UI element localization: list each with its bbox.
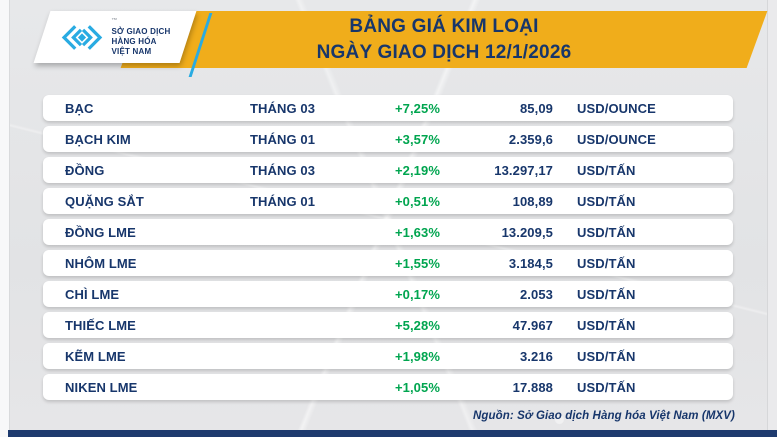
price-value: 13.209,5 — [501, 224, 553, 240]
change-percent: +0,51% — [394, 193, 440, 209]
price-value: 85,09 — [519, 100, 553, 116]
bottom-accent-bar — [8, 430, 777, 437]
title-line-2: NGÀY GIAO DỊCH 12/1/2026 — [316, 41, 572, 63]
mxv-chevrons-icon — [62, 24, 103, 50]
right-edge-strip — [767, 0, 777, 437]
price-value: 17.888 — [512, 379, 553, 395]
price-unit: USD/TẤN — [577, 379, 636, 395]
commodity-name: NIKEN LME — [65, 379, 138, 395]
commodity-name: BẠC — [65, 100, 94, 116]
contract-month: THÁNG 03 — [250, 162, 316, 178]
commodity-name: BẠCH KIM — [65, 131, 131, 147]
change-percent: +3,57% — [394, 131, 440, 147]
commodity-name: ĐỒNG LME — [65, 224, 136, 240]
table-row: CHÌ LME +0,17% 2.053 USD/TẤN — [43, 281, 733, 307]
table-row: NHÔM LME +1,55% 3.184,5 USD/TẤN — [43, 250, 733, 276]
table-row: BẠC THÁNG 03 +7,25% 85,09 USD/OUNCE — [43, 95, 733, 121]
price-unit: USD/TẤN — [577, 317, 636, 333]
commodity-name: THIẾC LME — [65, 317, 136, 333]
title-line-1: BẢNG GIÁ KIM LOẠI — [349, 16, 539, 38]
table-row: ĐỒNG LME +1,63% 13.209,5 USD/TẤN — [43, 219, 733, 245]
mxv-logo-card: ™ SỞ GIAO DỊCH HÀNG HÓA VIỆT NAM — [33, 11, 197, 63]
contract-month: THÁNG 03 — [250, 100, 316, 116]
price-table: BẠC THÁNG 03 +7,25% 85,09 USD/OUNCE BẠCH… — [43, 95, 733, 405]
logo-line-3: VIỆT NAM — [111, 46, 152, 56]
commodity-name: QUẶNG SẮT — [65, 193, 144, 209]
change-percent: +2,19% — [394, 162, 440, 178]
price-value: 2.053 — [519, 286, 553, 302]
commodity-name: NHÔM LME — [65, 255, 137, 271]
change-percent: +1,98% — [394, 348, 440, 364]
price-value: 108,89 — [512, 193, 553, 209]
table-row: NIKEN LME +1,05% 17.888 USD/TẤN — [43, 374, 733, 400]
commodity-name: KẼM LME — [65, 348, 126, 364]
price-unit: USD/TẤN — [577, 193, 636, 209]
board-title: BẢNG GIÁ KIM LOẠI NGÀY GIAO DỊCH 12/1/20… — [131, 11, 757, 68]
mxv-logo: ™ SỞ GIAO DỊCH HÀNG HÓA VIỆT NAM — [42, 11, 188, 63]
price-unit: USD/OUNCE — [577, 100, 656, 116]
contract-month: THÁNG 01 — [250, 193, 316, 209]
price-value: 47.967 — [512, 317, 553, 333]
contract-month: THÁNG 01 — [250, 131, 316, 147]
price-value: 2.359,6 — [508, 131, 553, 147]
change-percent: +5,28% — [394, 317, 440, 333]
table-row: QUẶNG SẮT THÁNG 01 +0,51% 108,89 USD/TẤN — [43, 188, 733, 214]
change-percent: +1,55% — [394, 255, 440, 271]
table-row: ĐỒNG THÁNG 03 +2,19% 13.297,17 USD/TẤN — [43, 157, 733, 183]
change-percent: +1,63% — [394, 224, 440, 240]
price-unit: USD/OUNCE — [577, 131, 656, 147]
change-percent: +0,17% — [394, 286, 440, 302]
source-note: Nguồn: Sở Giao dịch Hàng hóa Việt Nam (M… — [472, 410, 735, 422]
price-unit: USD/TẤN — [577, 286, 636, 302]
table-row: BẠCH KIM THÁNG 01 +3,57% 2.359,6 USD/OUN… — [43, 126, 733, 152]
price-value: 3.216 — [519, 348, 553, 364]
price-unit: USD/TẤN — [577, 348, 636, 364]
commodity-name: ĐỒNG — [65, 162, 105, 178]
left-edge-strip — [0, 0, 10, 437]
logo-line-1: SỞ GIAO DỊCH — [111, 27, 171, 37]
logo-line-2: HÀNG HÓA — [111, 37, 157, 46]
price-unit: USD/TẤN — [577, 224, 636, 240]
price-value: 3.184,5 — [508, 255, 553, 271]
trademark-symbol: ™ — [111, 17, 118, 24]
change-percent: +7,25% — [394, 100, 440, 116]
price-unit: USD/TẤN — [577, 255, 636, 271]
price-unit: USD/TẤN — [577, 162, 636, 178]
mxv-logo-wordmark: ™ SỞ GIAO DỊCH HÀNG HÓA VIỆT NAM — [111, 18, 170, 57]
change-percent: +1,05% — [394, 379, 440, 395]
table-row: KẼM LME +1,98% 3.216 USD/TẤN — [43, 343, 733, 369]
price-value: 13.297,17 — [494, 162, 553, 178]
commodity-name: CHÌ LME — [65, 286, 120, 302]
table-row: THIẾC LME +5,28% 47.967 USD/TẤN — [43, 312, 733, 338]
